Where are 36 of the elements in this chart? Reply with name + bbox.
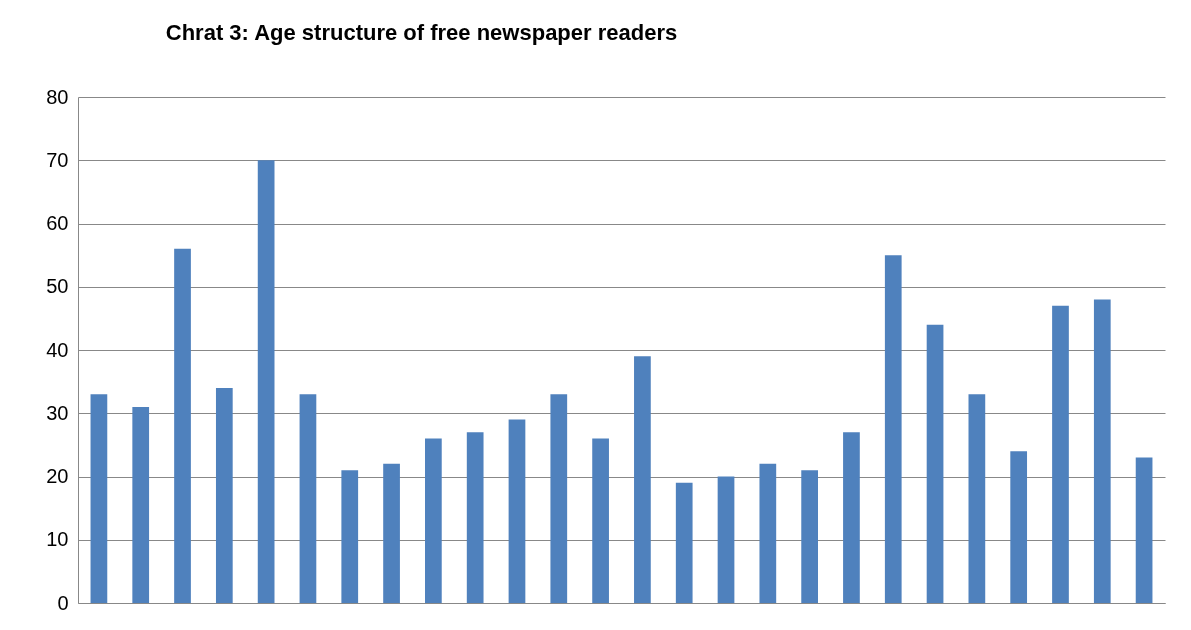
- bar: [1135, 457, 1153, 603]
- bar: [675, 482, 693, 603]
- bar: [174, 248, 191, 603]
- bar: [592, 438, 609, 603]
- bar: [843, 432, 860, 603]
- bar: [508, 419, 526, 603]
- bar: [466, 432, 484, 603]
- y-tick-label: 60: [46, 212, 69, 234]
- bar: [717, 476, 735, 603]
- y-tick-label: 50: [46, 275, 69, 298]
- bar: [634, 356, 651, 603]
- bar: [968, 394, 986, 603]
- chart-title: Chrat 3: Age structure of free newspaper readers: [165, 20, 678, 45]
- bar: [257, 160, 275, 603]
- y-tick-label: 20: [46, 465, 69, 487]
- y-tick-label: 80: [46, 85, 69, 108]
- bar: [801, 470, 818, 603]
- bar: [926, 324, 944, 603]
- bar: [1093, 299, 1111, 603]
- y-tick-label: 70: [46, 148, 69, 171]
- bar: [1010, 451, 1028, 603]
- bar: [759, 463, 777, 603]
- bar: [383, 463, 400, 603]
- y-tick-label: 0: [57, 591, 69, 614]
- bar: [550, 394, 568, 603]
- bar: [215, 387, 233, 603]
- bar: [1052, 305, 1069, 603]
- y-tick-label: 40: [46, 338, 69, 361]
- bar: [132, 406, 150, 603]
- y-tick-label: 10: [46, 528, 69, 551]
- bar: [90, 394, 108, 603]
- y-tick-label: 30: [46, 401, 69, 424]
- bar: [884, 255, 902, 603]
- bar: [299, 394, 317, 603]
- bar: [425, 438, 442, 603]
- bar: [341, 470, 359, 603]
